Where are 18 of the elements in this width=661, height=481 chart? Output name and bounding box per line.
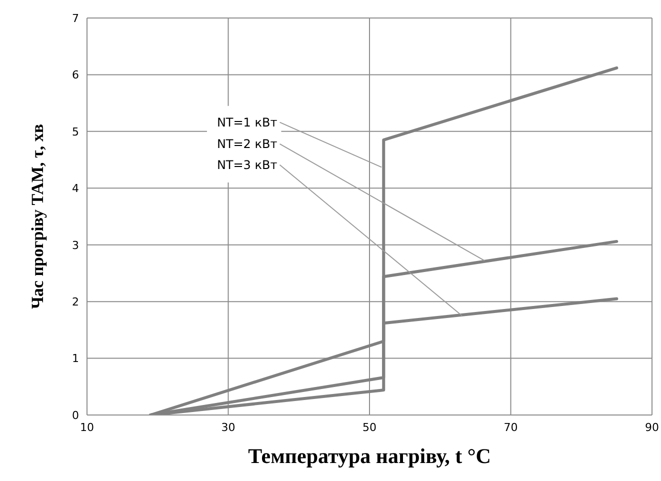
- y-tick-label: 2: [72, 295, 79, 308]
- annotation: NT=3 кВт: [216, 158, 278, 172]
- x-tick-label: 10: [80, 420, 94, 434]
- x-axis-title: Температура нагріву, t °C: [248, 444, 491, 468]
- annotation: NT=2 кВт: [216, 136, 278, 151]
- y-tick-label: 5: [72, 125, 79, 138]
- y-axis-title: Час прогріву ТАМ, τ, хв: [28, 124, 48, 310]
- annotation: NT=1 кВт: [216, 115, 278, 130]
- x-tick-label: 30: [221, 420, 236, 434]
- x-tick-label: 70: [504, 420, 518, 434]
- y-tick-label: 7: [72, 12, 79, 25]
- x-tick-label: 50: [362, 420, 376, 434]
- y-tick-label: 1: [72, 352, 79, 366]
- y-tick-label: 0: [72, 408, 79, 422]
- y-tick-label: 4: [72, 182, 79, 196]
- x-tick-label: 90: [645, 420, 659, 434]
- y-tick-label: 6: [72, 68, 79, 82]
- y-tick-label: 3: [72, 238, 79, 252]
